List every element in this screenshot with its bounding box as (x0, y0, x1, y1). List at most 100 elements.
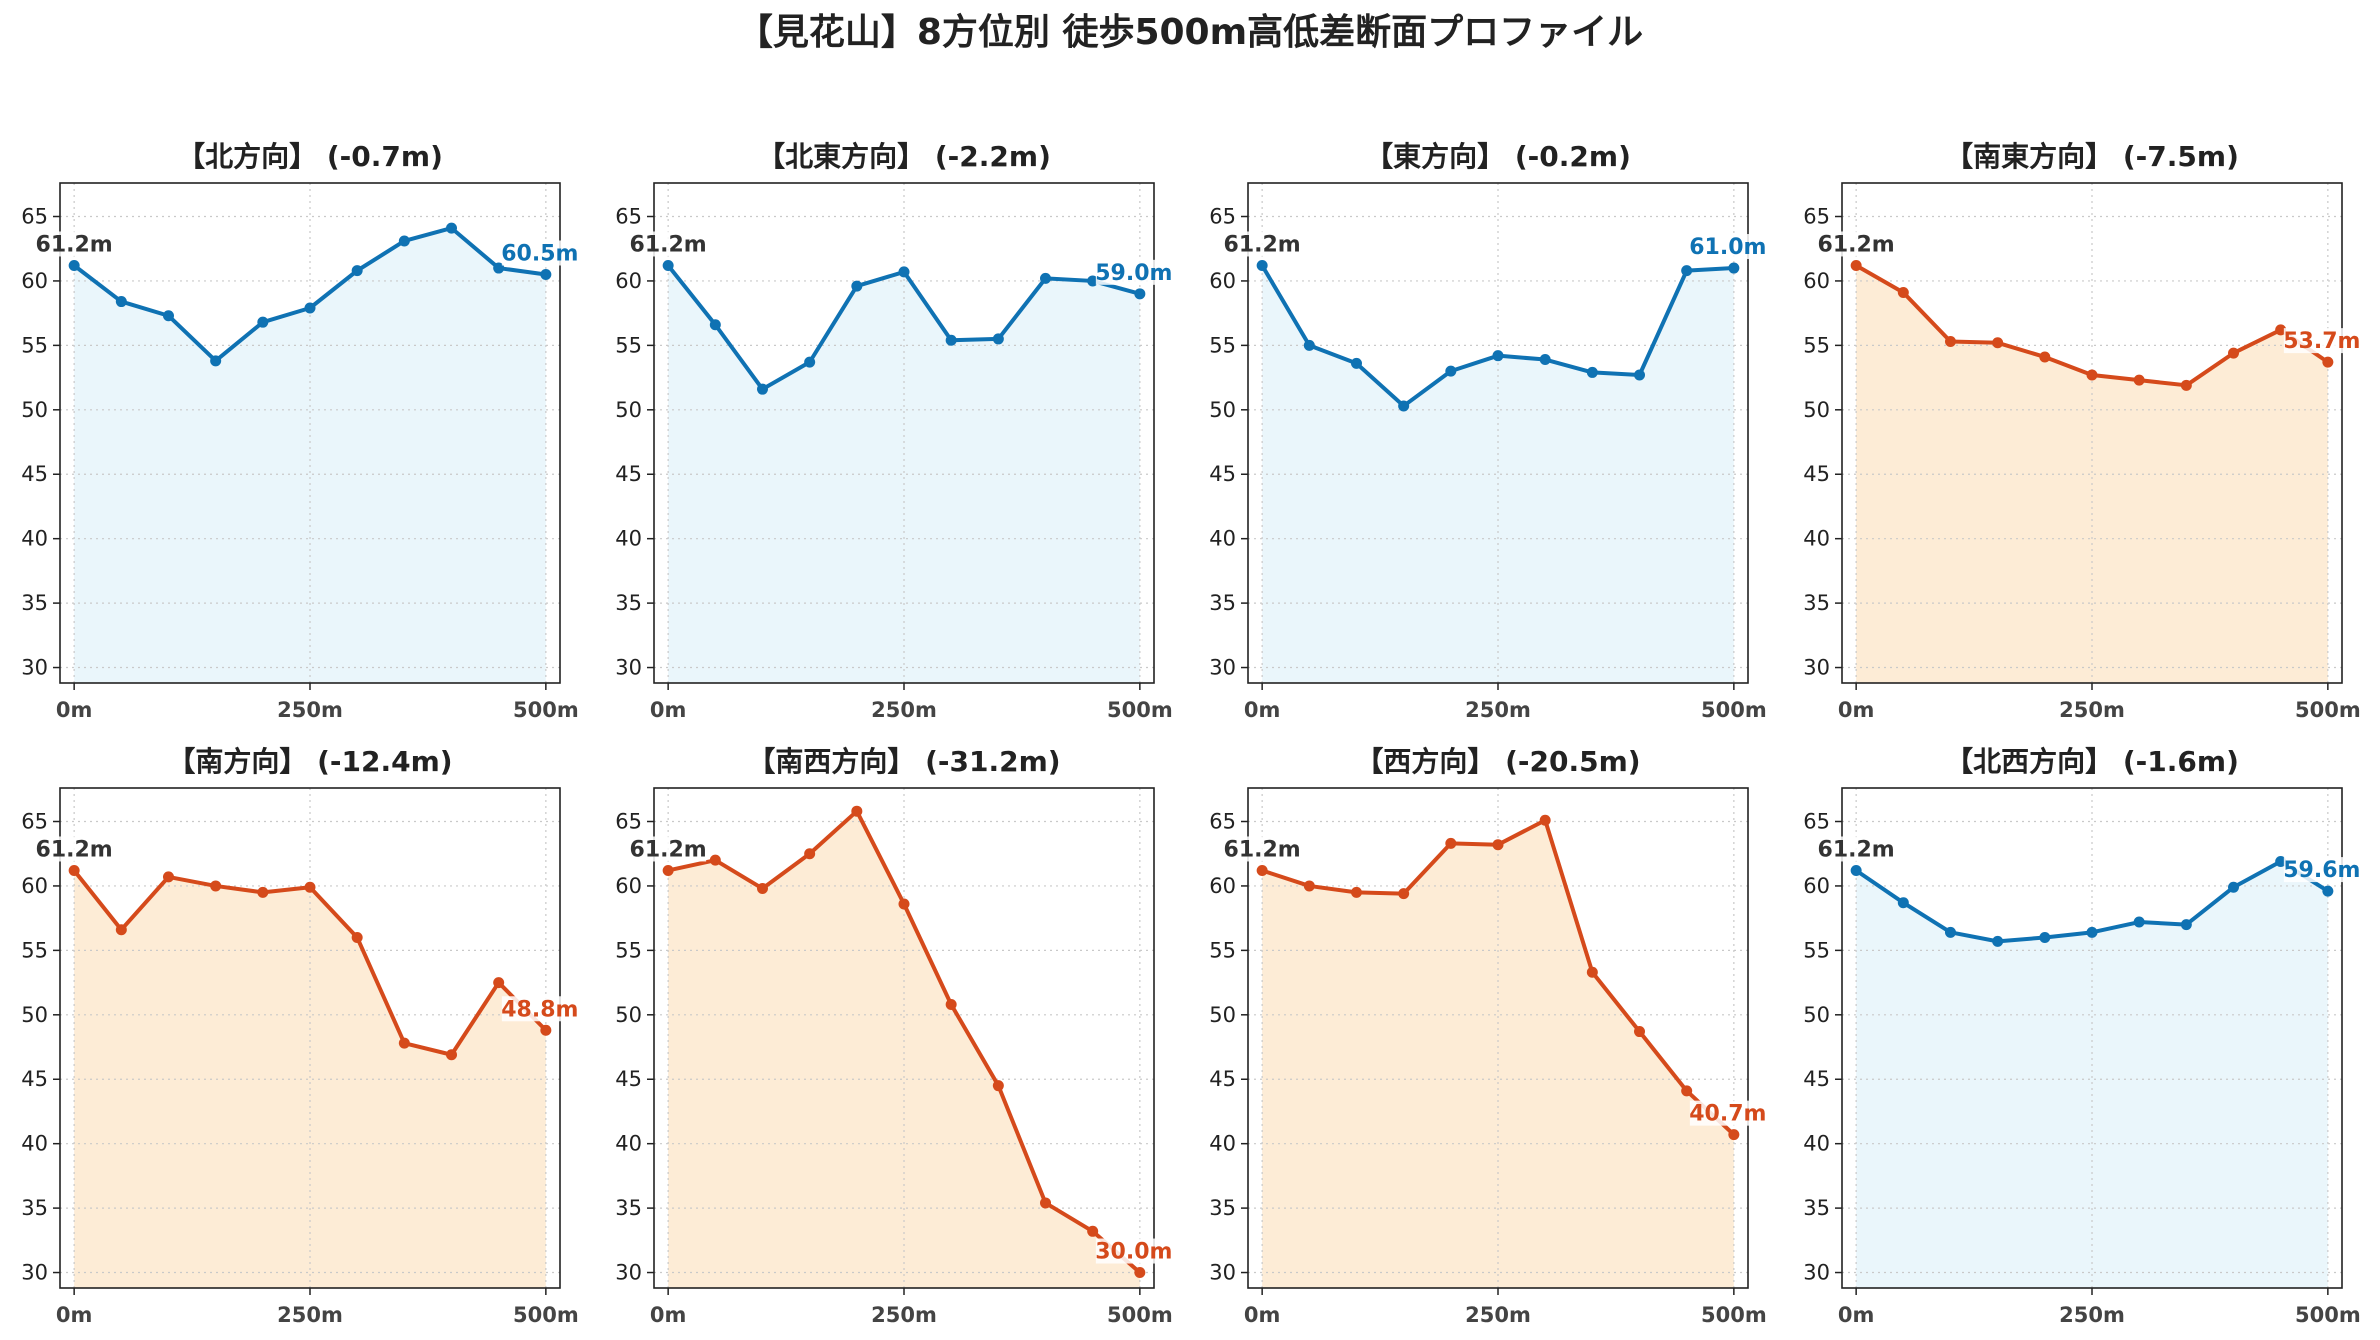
y-tick-label: 65 (1209, 205, 1236, 229)
y-tick-label: 60 (615, 874, 642, 898)
end-elevation-label: 53.7m (2283, 329, 2360, 354)
y-tick-label: 35 (1209, 1196, 1236, 1220)
y-tick-label: 35 (21, 1196, 48, 1220)
x-tick-label: 0m (1244, 1303, 1281, 1327)
elevation-area-fill (668, 811, 1140, 1288)
x-tick-label: 250m (1465, 698, 1531, 722)
elevation-point (2133, 916, 2145, 928)
y-tick-label: 40 (21, 527, 48, 551)
elevation-point (1586, 366, 1598, 378)
start-label-background (36, 231, 113, 257)
elevation-point (2086, 926, 2098, 938)
profile-panel: 30 35 40 45 50 55 60 65 0m 250m 500m 【南方向】 (-12.4m)… (21, 745, 578, 1327)
x-tick-label: 0m (56, 698, 93, 722)
x-tick-label: 500m (1107, 698, 1173, 722)
elevation-point (1681, 1085, 1693, 1097)
end-label-background (501, 240, 578, 266)
elevation-point (992, 1080, 1004, 1092)
elevation-point (756, 383, 768, 395)
profile-panel: 30 35 40 45 50 55 60 65 0m 250m 500m 【西方向】 (-20.5m)… (1209, 745, 1766, 1327)
panel-title: 【北東方向】 (-2.2m) (757, 140, 1051, 173)
y-tick-label: 35 (1803, 1196, 1830, 1220)
elevation-point (992, 333, 1004, 345)
profile-panel: 30 35 40 45 50 55 60 65 0m 250m 500m 【北東方向】 (-2.2m)… (615, 140, 1172, 722)
start-elevation-label: 61.2m (1224, 837, 1301, 862)
y-tick-label: 50 (615, 1003, 642, 1027)
x-tick-label: 500m (2295, 1303, 2361, 1327)
profile-panel: 30 35 40 45 50 55 60 65 0m 250m 500m 【北方向】 (-0.7m) 6… (21, 140, 578, 722)
end-elevation-label: 48.8m (501, 997, 578, 1022)
elevation-point (1992, 935, 2004, 947)
y-tick-label: 60 (1209, 874, 1236, 898)
y-tick-label: 55 (21, 938, 48, 962)
elevation-point (2228, 347, 2240, 359)
y-tick-label: 30 (1209, 1261, 1236, 1285)
y-tick-label: 45 (21, 1067, 48, 1091)
panel-title: 【西方向】 (-20.5m) (1355, 745, 1640, 778)
start-elevation-label: 61.2m (1224, 232, 1301, 257)
y-tick-label: 60 (21, 269, 48, 293)
elevation-point (257, 886, 269, 898)
elevation-point (1681, 265, 1693, 277)
elevation-point (662, 259, 674, 271)
start-label-background (36, 836, 113, 862)
profile-panel: 30 35 40 45 50 55 60 65 0m 250m 500m 【東方向】 (-0.2m) 6… (1209, 140, 1766, 722)
elevation-point (398, 235, 410, 247)
y-tick-label: 40 (1209, 527, 1236, 551)
y-tick-label: 50 (1209, 1003, 1236, 1027)
profile-panel: 30 35 40 45 50 55 60 65 0m 250m 500m 【北西方向】 (-1.6m)… (1803, 745, 2360, 1327)
elevation-area-fill (1262, 820, 1734, 1288)
elevation-point (2086, 369, 2098, 381)
x-tick-label: 0m (1244, 698, 1281, 722)
y-tick-label: 60 (1803, 874, 1830, 898)
elevation-point (1539, 354, 1551, 366)
elevation-point (68, 259, 80, 271)
figure-title: 【見花山】8方位別 徒歩500m高低差断面プロファイル (737, 12, 1643, 53)
x-tick-label: 0m (1838, 698, 1875, 722)
elevation-point (493, 977, 505, 989)
elevation-point (2180, 919, 2192, 931)
start-elevation-label: 61.2m (36, 837, 113, 862)
elevation-point (210, 880, 222, 892)
elevation-area-fill (668, 265, 1140, 683)
y-tick-label: 30 (1803, 1261, 1830, 1285)
elevation-point (1445, 837, 1457, 849)
elevation-point (257, 316, 269, 328)
y-tick-label: 60 (21, 874, 48, 898)
elevation-point (2275, 855, 2287, 867)
y-tick-label: 65 (21, 205, 48, 229)
elevation-point (1445, 365, 1457, 377)
y-tick-label: 35 (1209, 591, 1236, 615)
y-tick-label: 55 (1209, 333, 1236, 357)
start-label-background (630, 231, 707, 257)
y-tick-label: 60 (1209, 269, 1236, 293)
x-tick-label: 250m (871, 698, 937, 722)
elevation-point (115, 924, 127, 936)
y-tick-label: 50 (615, 398, 642, 422)
elevation-point (162, 871, 174, 883)
elevation-point (540, 268, 552, 280)
y-tick-label: 40 (615, 1132, 642, 1156)
y-tick-label: 40 (1803, 1132, 1830, 1156)
elevation-point (1134, 1267, 1146, 1279)
elevation-point (1850, 259, 1862, 271)
y-tick-label: 50 (21, 398, 48, 422)
elevation-point (2180, 379, 2192, 391)
elevation-point (1398, 888, 1410, 900)
x-tick-label: 250m (2059, 698, 2125, 722)
elevation-point (1728, 262, 1740, 274)
elevation-point (2133, 374, 2145, 386)
elevation-point (1350, 357, 1362, 369)
elevation-area-fill (74, 228, 546, 683)
x-tick-label: 0m (650, 698, 687, 722)
start-label-background (1224, 836, 1301, 862)
x-tick-label: 500m (1701, 698, 1767, 722)
y-tick-label: 45 (615, 1067, 642, 1091)
elevation-point (1350, 886, 1362, 898)
end-elevation-label: 59.6m (2283, 858, 2360, 883)
y-tick-label: 55 (1803, 333, 1830, 357)
elevation-point (1992, 337, 2004, 349)
y-tick-label: 45 (21, 462, 48, 486)
end-label-background (1689, 1100, 1766, 1126)
elevation-point (1944, 926, 1956, 938)
